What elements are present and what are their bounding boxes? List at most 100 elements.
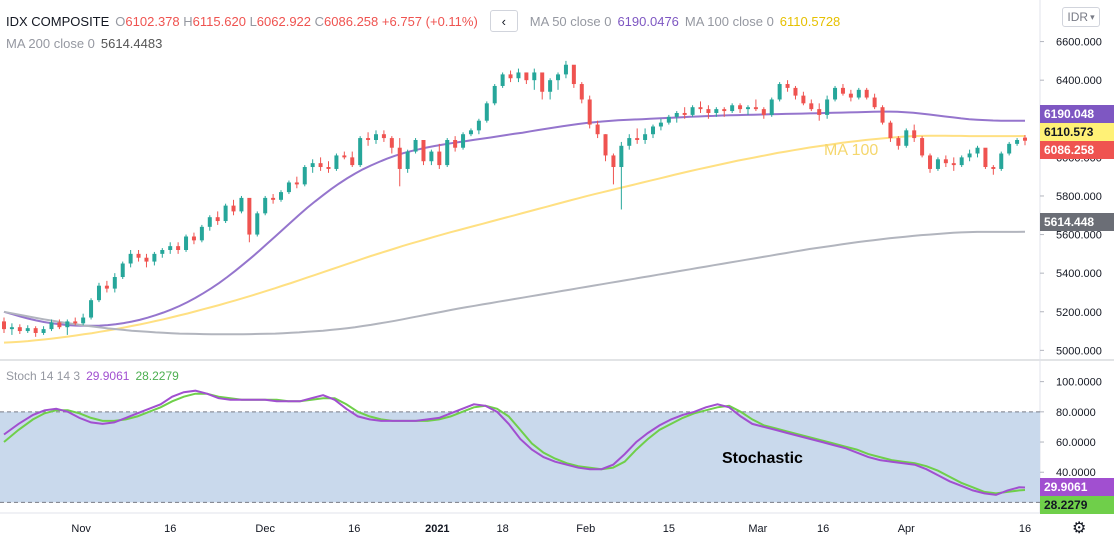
stoch-axis-tick-label: 80.0000 [1056, 407, 1096, 419]
candle-body [856, 89, 861, 98]
candle-body [928, 155, 933, 169]
candle-body [951, 163, 956, 166]
candle-body [49, 322, 54, 330]
time-axis-tick-label: 15 [663, 523, 675, 535]
candle-body [619, 145, 624, 168]
candle-body [967, 153, 972, 158]
symbol-name[interactable]: IDX COMPOSITE [6, 13, 110, 29]
time-axis-tick-label: 16 [348, 523, 360, 535]
close-price-badge: 6086.258 [1040, 141, 1114, 159]
ma50-label[interactable]: MA 50 close 0 [529, 13, 612, 29]
candle-body [801, 95, 806, 104]
stoch-k-line [3, 389, 1026, 496]
candle-body [318, 163, 323, 168]
candle-body [461, 134, 466, 148]
stoch-k-value: 29.9061 [86, 369, 130, 383]
candle-body [112, 277, 117, 289]
candle-body [761, 109, 766, 115]
ma200-label[interactable]: MA 200 close 0 [6, 36, 95, 51]
candle-body [2, 321, 6, 330]
candle-body [453, 140, 458, 148]
candle-body [991, 167, 996, 169]
candle-body [508, 74, 513, 79]
candle-body [350, 157, 355, 166]
candle-body [524, 72, 529, 81]
candle-body [674, 112, 679, 117]
candle-body [548, 80, 553, 92]
candle-body [358, 138, 363, 166]
time-axis-tick-label: Apr [898, 523, 915, 535]
candle-body [373, 134, 378, 140]
candle-body [389, 138, 394, 148]
time-axis-tick-label: Feb [576, 523, 595, 535]
candle-body [25, 328, 30, 332]
candle-body [563, 64, 568, 75]
ma100-value: 6110.5728 [779, 13, 841, 29]
collapse-legend-button[interactable]: ‹ [489, 10, 518, 32]
candle-body [785, 84, 790, 88]
candle-body [825, 99, 830, 115]
candle-body [397, 147, 402, 169]
candle-body [136, 253, 141, 258]
candle-body [540, 72, 545, 92]
ma100-annotation: MA 100 [824, 142, 878, 159]
candle-body [1015, 140, 1020, 144]
candle-body [603, 134, 608, 156]
ma100-label[interactable]: MA 100 close 0 [684, 13, 774, 29]
time-axis-tick-label: 16 [164, 523, 176, 535]
candle-body [199, 226, 204, 241]
price-axis-tick-label: 5400.000 [1056, 268, 1102, 280]
settings-gear-icon[interactable]: ⚙ [1072, 520, 1087, 537]
candle-body [302, 167, 307, 185]
candle-body [191, 236, 196, 241]
candle-body [176, 246, 181, 250]
candle-body [500, 74, 505, 86]
candle-body [120, 263, 125, 278]
chevron-down-icon: ▾ [1090, 11, 1095, 22]
candle-body [643, 134, 648, 140]
candle-body [160, 250, 165, 254]
candle-body [943, 159, 948, 164]
candle-body [809, 103, 814, 110]
candle-body [405, 151, 410, 169]
candle-body [872, 97, 877, 108]
candle-body [334, 155, 339, 169]
candle-body [516, 72, 521, 79]
candle-body [769, 99, 774, 115]
stoch-label[interactable]: Stoch 14 14 3 [6, 369, 81, 383]
time-axis-tick-label: 2021 [425, 523, 449, 535]
candle-body [342, 155, 347, 158]
stoch-d-badge: 28.2279 [1040, 496, 1114, 514]
candle-body [231, 205, 236, 212]
candle-body [556, 74, 561, 81]
stoch-axis-tick-label: 60.0000 [1056, 437, 1096, 449]
candle-body [840, 87, 845, 94]
candle-body [263, 197, 268, 214]
candle-body [279, 192, 284, 200]
ma50-price-badge: 6190.048 [1040, 105, 1114, 123]
stoch-axis-tick-label: 40.0000 [1056, 467, 1096, 479]
time-axis-tick-label: 16 [817, 523, 829, 535]
candle-body [595, 124, 600, 135]
candle-body [41, 329, 46, 333]
candle-body [864, 89, 869, 98]
candle-body [983, 147, 988, 168]
candle-body [975, 147, 980, 154]
candle-body [310, 163, 315, 168]
candle-body [89, 300, 94, 318]
candle-body [144, 257, 149, 262]
candle-body [579, 84, 584, 100]
ma100-price-badge: 6110.573 [1040, 123, 1114, 141]
candle-body [366, 138, 371, 140]
candle-body [413, 140, 418, 152]
candle-body [745, 107, 750, 110]
candle-body [215, 217, 220, 222]
candle-body [833, 87, 838, 100]
ma200-price-badge: 5614.448 [1040, 213, 1114, 231]
currency-selector[interactable]: IDR ▾ [1062, 7, 1100, 27]
candle-body [286, 182, 291, 193]
candle-body [1007, 143, 1012, 154]
candle-body [777, 84, 782, 100]
ma50-line [3, 110, 1025, 327]
